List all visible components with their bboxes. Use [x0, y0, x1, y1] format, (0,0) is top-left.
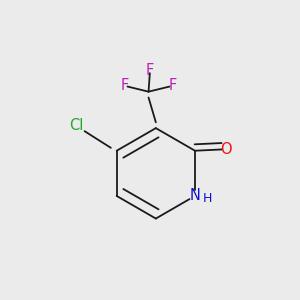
Text: F: F: [146, 63, 154, 78]
Text: F: F: [168, 78, 177, 93]
Text: F: F: [121, 78, 129, 93]
Text: N: N: [190, 188, 200, 203]
Text: O: O: [220, 142, 231, 157]
Text: Cl: Cl: [69, 118, 83, 133]
Text: H: H: [202, 192, 212, 205]
